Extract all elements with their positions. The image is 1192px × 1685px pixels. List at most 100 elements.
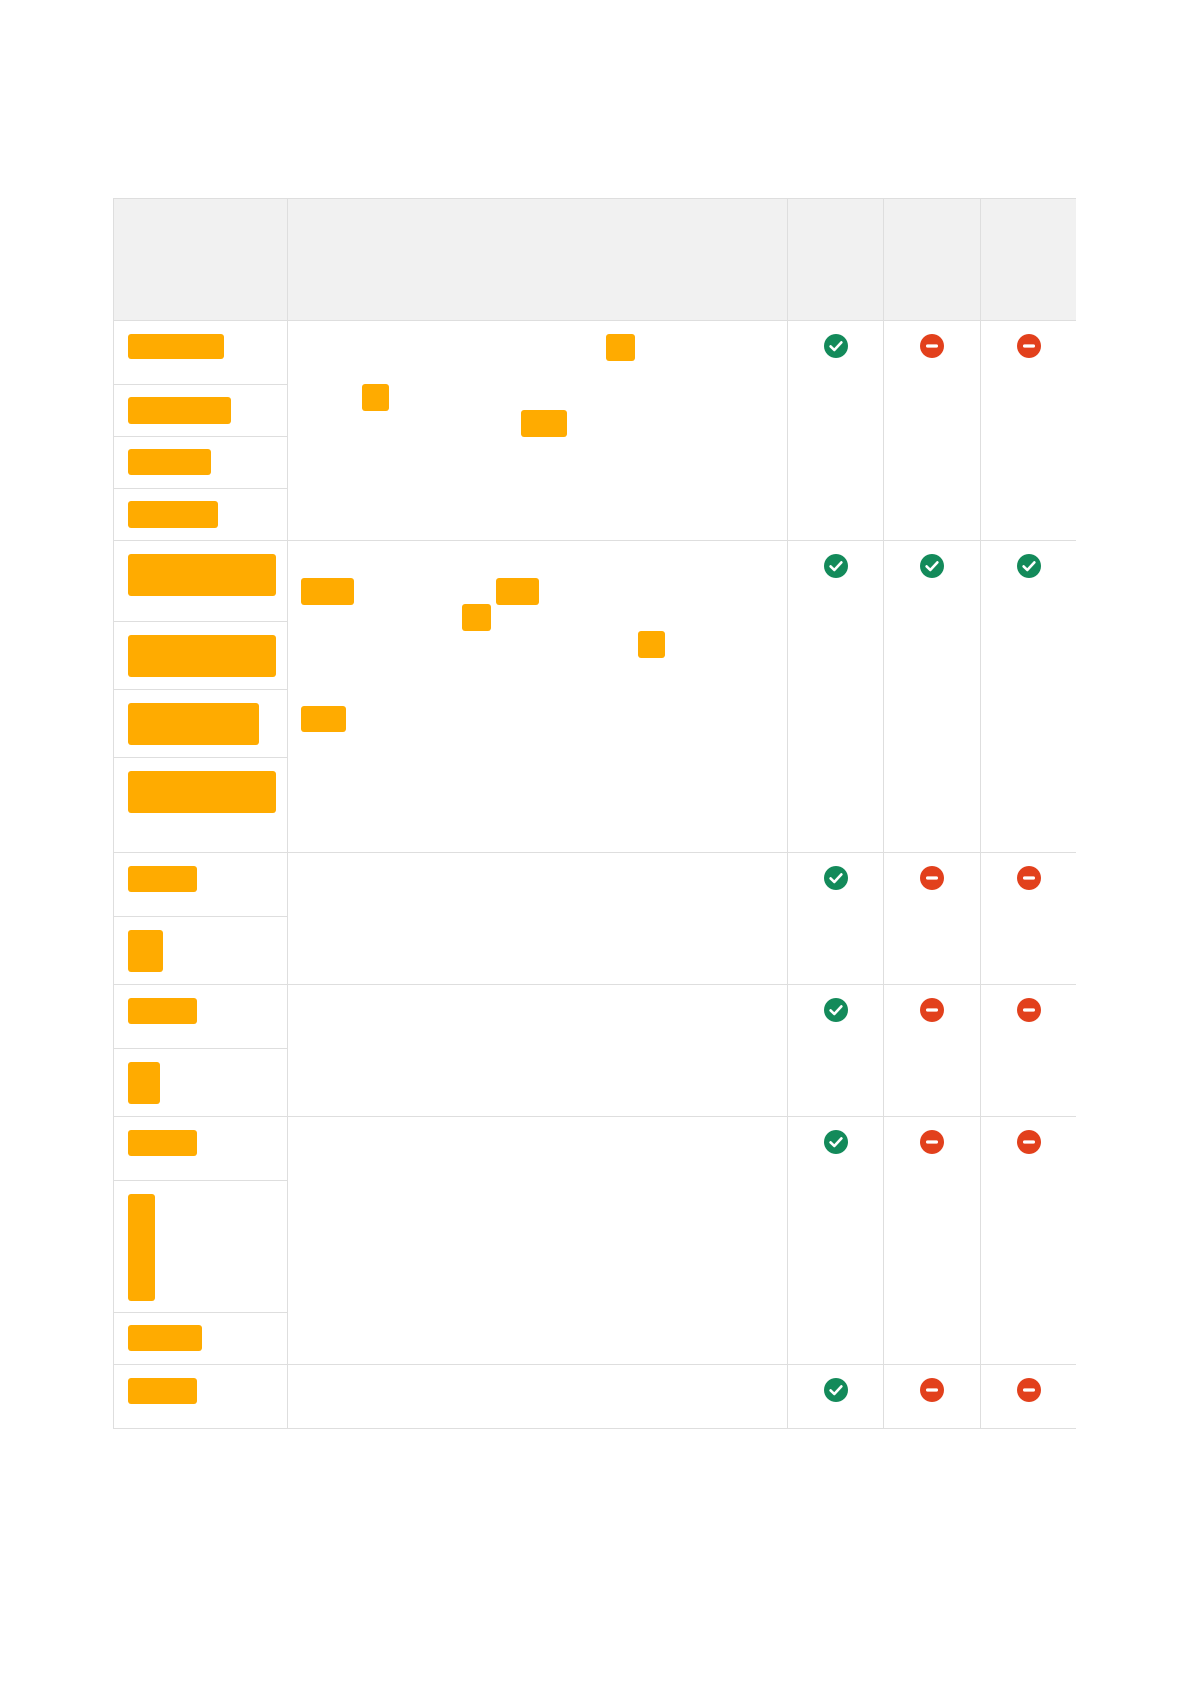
redacted-text xyxy=(128,1378,197,1404)
table-row xyxy=(113,488,1077,541)
minus-circle-icon xyxy=(1016,334,1041,358)
label-cell xyxy=(113,540,288,622)
description-cell xyxy=(287,1364,788,1429)
status-cell xyxy=(980,1116,1076,1365)
check-circle-icon xyxy=(823,334,848,358)
label-cell xyxy=(113,384,288,437)
label-cell xyxy=(113,621,288,690)
header-cell-2 xyxy=(287,198,788,321)
minus-circle-icon xyxy=(920,998,944,1022)
label-cell xyxy=(113,916,288,985)
redacted-text xyxy=(128,1062,160,1104)
status-cell xyxy=(980,320,1076,541)
table-row xyxy=(113,436,1077,489)
redacted-text xyxy=(638,631,665,658)
table-row xyxy=(113,540,1076,853)
label-cell xyxy=(113,436,288,489)
status-cell xyxy=(980,852,1076,985)
redacted-text xyxy=(521,410,567,437)
label-cell xyxy=(113,1364,288,1429)
description-cell xyxy=(287,1428,788,1429)
check-circle-icon xyxy=(823,554,848,578)
table-row xyxy=(113,916,1077,985)
check-circle-icon xyxy=(1016,554,1041,578)
table-row xyxy=(113,852,1076,985)
status-cell xyxy=(883,852,981,985)
redacted-text xyxy=(128,771,276,813)
label-cell xyxy=(113,1180,288,1313)
status-cell xyxy=(883,320,981,541)
redacted-text xyxy=(301,578,354,605)
document-table-frame xyxy=(113,198,1076,1429)
minus-circle-icon xyxy=(1016,998,1041,1022)
redacted-text xyxy=(462,604,491,631)
label-cell xyxy=(113,689,288,758)
redacted-text xyxy=(128,998,197,1024)
status-cell xyxy=(787,1428,884,1429)
check-circle-icon xyxy=(823,998,848,1022)
check-circle-icon xyxy=(823,866,848,890)
status-cell xyxy=(980,1428,1076,1429)
table-row xyxy=(113,1312,1077,1365)
header-cell-3 xyxy=(787,198,884,321)
table-row xyxy=(113,1048,1077,1117)
minus-circle-icon xyxy=(920,866,944,890)
status-cell xyxy=(980,984,1076,1117)
description-cell xyxy=(287,852,788,985)
status-cell xyxy=(787,1116,884,1365)
label-cell xyxy=(113,320,288,385)
status-cell xyxy=(980,540,1076,853)
redacted-text xyxy=(606,334,635,361)
description-cell xyxy=(287,1116,788,1365)
redacted-text xyxy=(128,334,224,359)
status-cell xyxy=(787,540,884,853)
table-row xyxy=(113,1428,1076,1429)
table-row xyxy=(113,621,1077,690)
header-cell-5 xyxy=(980,198,1076,321)
status-cell xyxy=(883,540,981,853)
header-cell-1 xyxy=(113,198,288,321)
label-cell xyxy=(113,1116,288,1181)
check-circle-icon xyxy=(823,1130,848,1154)
status-cell xyxy=(883,1428,981,1429)
redacted-text xyxy=(301,706,346,732)
check-circle-icon xyxy=(920,554,944,578)
redacted-text xyxy=(128,635,276,677)
redacted-text xyxy=(128,1325,202,1351)
status-cell xyxy=(787,320,884,541)
label-cell xyxy=(113,1312,288,1365)
description-cell xyxy=(287,540,788,853)
redacted-text xyxy=(496,578,539,605)
redacted-text xyxy=(128,866,197,892)
redacted-text xyxy=(128,1130,197,1156)
table-row xyxy=(113,984,1076,1117)
header-cell-4 xyxy=(883,198,981,321)
table-row xyxy=(113,320,1076,541)
status-cell xyxy=(787,984,884,1117)
label-cell xyxy=(113,852,288,917)
description-cell xyxy=(287,320,788,541)
status-cell xyxy=(883,1116,981,1365)
minus-circle-icon xyxy=(920,1378,944,1402)
status-cell xyxy=(787,852,884,985)
redacted-text xyxy=(128,930,163,972)
table-row xyxy=(113,1364,1076,1429)
comparison-table xyxy=(113,198,1076,1429)
status-cell xyxy=(787,1364,884,1429)
status-cell xyxy=(883,984,981,1117)
check-circle-icon xyxy=(823,1378,848,1402)
table-row xyxy=(113,384,1077,437)
minus-circle-icon xyxy=(1016,1130,1041,1154)
redacted-text xyxy=(128,397,231,424)
table-row xyxy=(113,689,1077,758)
status-cell xyxy=(883,1364,981,1429)
header-row xyxy=(113,198,1076,321)
status-cell xyxy=(980,1364,1076,1429)
redacted-text xyxy=(128,554,276,596)
table-row xyxy=(113,1116,1076,1365)
label-cell xyxy=(113,757,288,853)
label-cell xyxy=(113,984,288,1049)
redacted-text xyxy=(128,703,259,745)
description-cell xyxy=(287,984,788,1117)
label-cell xyxy=(113,488,288,541)
